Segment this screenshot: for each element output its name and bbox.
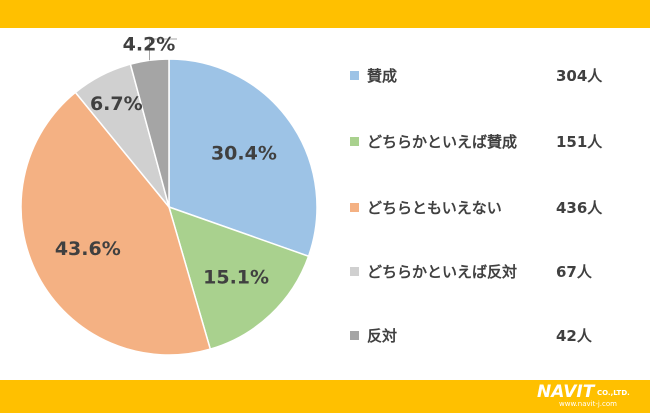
pie-slice-support	[168, 58, 318, 258]
pie-slice-neutral	[20, 91, 212, 356]
pie-label-somewhat-oppose: 6.7%	[90, 93, 143, 115]
legend-value-oppose: 42人	[556, 326, 592, 345]
logo-url: www.navit-j.com	[559, 400, 617, 408]
legend-label-oppose: 反対	[367, 326, 398, 345]
legend-value-support: 304人	[556, 66, 603, 85]
legend-item-support: 賛成 304人	[350, 64, 620, 86]
legend-item-somewhat-support: どちらかといえば賛成 151人	[350, 130, 620, 152]
legend-label-somewhat-support: どちらかといえば賛成	[367, 132, 518, 151]
pie-label-support: 30.4%	[211, 143, 277, 165]
legend-label-support: 賛成	[367, 66, 398, 85]
legend-item-oppose: 反対 42人	[350, 324, 620, 346]
legend-swatch-support	[350, 70, 359, 80]
legend-swatch-somewhat-support	[350, 136, 359, 146]
legend-label-neutral: どちらともいえない	[367, 198, 502, 217]
legend-item-neutral: どちらともいえない 436人	[350, 196, 620, 218]
logo-company-suffix: CO.,LTD.	[597, 389, 630, 397]
company-logo: NAVIT CO.,LTD. www.navit-j.com	[537, 383, 645, 410]
pie-chart: 30.4% 15.1% 43.6% 6.7% 4.2%	[20, 34, 318, 356]
bottom-banner	[0, 380, 650, 413]
legend-value-neutral: 436人	[556, 198, 603, 217]
logo-wordmark: NAVIT	[537, 382, 595, 402]
legend-swatch-somewhat-oppose	[350, 266, 359, 276]
legend-swatch-neutral	[350, 202, 359, 212]
pie-slice-somewhat-support	[167, 205, 310, 351]
legend-item-somewhat-oppose: どちらかといえば反対 67人	[350, 260, 620, 282]
legend-swatch-oppose	[350, 330, 359, 340]
legend-label-somewhat-oppose: どちらかといえば反対	[367, 262, 518, 281]
top-banner	[0, 0, 650, 28]
legend-value-somewhat-support: 151人	[556, 132, 603, 151]
pie-leader-line-oppose	[149, 38, 177, 61]
legend-value-somewhat-oppose: 67人	[556, 262, 592, 281]
pie-label-somewhat-support: 15.1%	[203, 267, 269, 289]
pie-label-oppose: 4.2%	[123, 34, 176, 56]
pie-label-neutral: 43.6%	[55, 238, 121, 260]
